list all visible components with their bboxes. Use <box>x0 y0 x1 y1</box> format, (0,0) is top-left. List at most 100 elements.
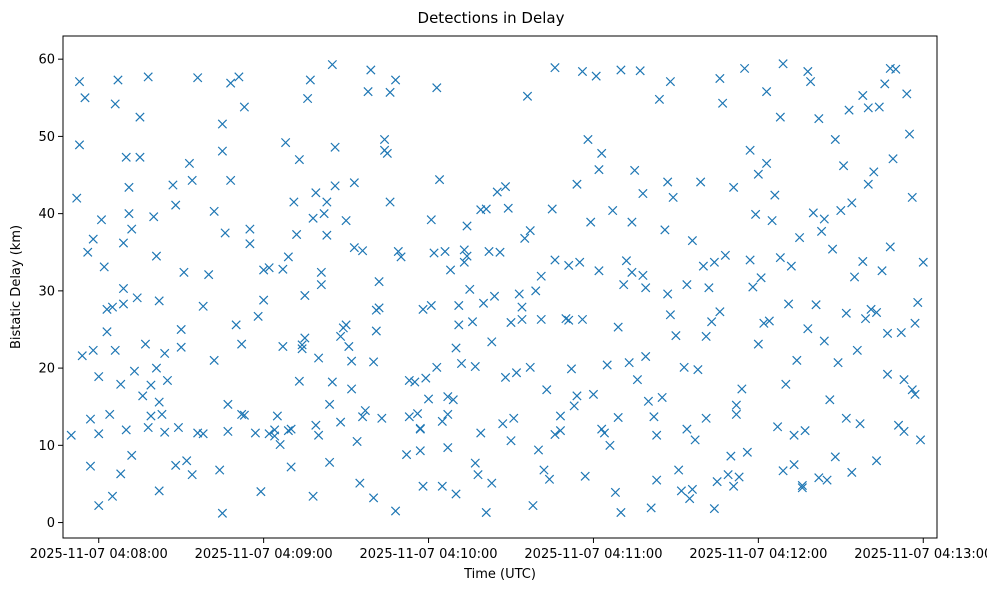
data-point <box>374 276 384 287</box>
data-point <box>154 296 164 306</box>
data-point <box>613 412 623 423</box>
data-point <box>346 356 357 366</box>
data-point <box>217 508 228 518</box>
data-point <box>371 326 381 336</box>
data-point <box>451 489 461 499</box>
data-point <box>327 59 337 70</box>
data-point <box>690 435 700 445</box>
data-point <box>775 112 785 122</box>
data-point <box>322 230 332 240</box>
data-point <box>421 373 431 383</box>
data-point <box>335 331 346 342</box>
data-point <box>539 465 549 475</box>
y-tick-label: 40 <box>38 207 55 222</box>
data-point <box>473 470 483 480</box>
data-point <box>838 161 849 171</box>
data-point <box>599 428 610 438</box>
data-point <box>679 362 689 372</box>
data-point <box>289 197 299 207</box>
data-point <box>209 355 219 365</box>
data-point <box>531 286 541 296</box>
data-point <box>913 297 923 308</box>
data-point <box>789 430 799 440</box>
data-point <box>910 318 920 328</box>
data-point <box>863 179 873 189</box>
data-point <box>146 411 156 421</box>
data-point <box>80 93 90 103</box>
data-point <box>877 266 887 276</box>
data-point <box>858 90 868 101</box>
data-point <box>187 470 197 480</box>
data-point <box>748 282 758 292</box>
data-point <box>344 341 354 352</box>
data-point <box>885 63 895 74</box>
data-point <box>533 445 544 455</box>
data-point <box>462 251 472 261</box>
data-point <box>118 238 129 248</box>
data-point <box>280 137 291 148</box>
data-point <box>566 364 577 374</box>
data-point <box>363 86 373 97</box>
data-point <box>83 247 93 257</box>
data-point <box>511 368 522 378</box>
plot-frame <box>62 35 938 539</box>
data-point <box>594 266 604 276</box>
data-point <box>129 366 140 376</box>
data-point <box>226 78 236 88</box>
data-point <box>500 181 511 192</box>
data-point <box>671 331 681 341</box>
data-point <box>863 103 873 113</box>
data-point <box>731 400 741 410</box>
data-point <box>226 175 236 186</box>
data-point <box>575 257 585 267</box>
data-point <box>899 375 909 385</box>
data-point <box>286 424 296 434</box>
data-point <box>132 293 142 303</box>
data-point <box>489 291 500 301</box>
x-tick-label: 2025-11-07 04:08:00 <box>30 547 168 562</box>
data-point <box>335 417 346 427</box>
data-point <box>379 134 390 145</box>
data-point <box>547 204 557 214</box>
data-point <box>915 435 926 445</box>
data-point <box>778 466 788 476</box>
data-point <box>278 341 288 352</box>
data-point <box>693 365 703 375</box>
data-point <box>198 429 208 439</box>
data-point <box>451 343 461 353</box>
data-point <box>550 429 560 440</box>
data-point <box>847 467 857 477</box>
data-point <box>550 255 560 265</box>
data-point <box>561 314 571 324</box>
chart-title: Detections in Delay <box>418 9 565 27</box>
data-point <box>300 290 310 301</box>
data-point <box>88 234 98 244</box>
data-point <box>778 59 788 69</box>
data-point <box>294 376 304 386</box>
data-point <box>237 339 247 349</box>
data-point <box>783 299 794 309</box>
data-point <box>517 302 527 312</box>
data-point <box>220 228 230 238</box>
data-point <box>577 66 588 77</box>
data-point <box>440 246 450 257</box>
data-point <box>467 317 478 327</box>
data-point <box>825 395 835 405</box>
data-point <box>149 212 159 222</box>
data-point <box>536 271 546 281</box>
data-point <box>162 375 173 386</box>
data-point <box>704 283 714 293</box>
data-point <box>193 73 203 83</box>
data-point <box>113 75 123 85</box>
data-point <box>792 355 802 365</box>
data-point <box>368 357 379 367</box>
data-point <box>621 256 632 266</box>
data-point <box>657 392 667 403</box>
data-point <box>418 304 428 315</box>
data-point <box>663 177 673 187</box>
data-point <box>616 507 626 518</box>
data-point <box>390 506 401 516</box>
data-point <box>121 152 131 162</box>
data-point <box>305 75 315 85</box>
data-point <box>855 419 865 429</box>
